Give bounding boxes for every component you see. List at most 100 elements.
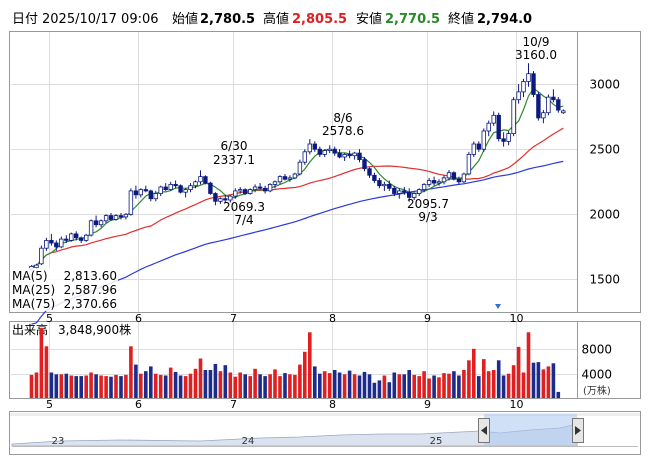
candle-body [213,193,218,202]
volume-bar [541,369,546,398]
candle-body [247,189,253,194]
volume-bar [253,368,257,398]
volume-bar [491,370,496,398]
candle-body [362,159,367,170]
price-x-tick-label: 6 [135,312,142,325]
volume-value: 3,848,900株 [58,322,131,337]
candle-body [372,174,377,181]
candle-body [208,182,213,194]
volume-bar [337,372,342,398]
volume-bar [124,374,128,398]
volume-bar [327,373,332,398]
navigator-left-handle[interactable] [478,418,490,443]
candle-body [54,242,59,248]
volume-bar [183,376,188,398]
volume-bar [64,373,69,398]
candle-body [431,180,437,184]
price-header: 日付 2025/10/17 09:06 始値 2,780.5 高値 2,805.… [12,11,532,27]
volume-bar [39,328,44,398]
candle-body [262,187,268,192]
candle-body [272,181,278,185]
volume-bar [372,382,377,398]
candle-body [158,186,163,194]
volume-bar [193,368,198,398]
volume-bar [29,374,34,398]
candle-body [526,73,531,82]
candle-body [337,152,342,158]
date-value: 2025/10/17 09:06 [42,12,159,27]
price-x-tick-label: 8 [329,312,336,325]
candle-body [292,173,298,179]
volume-bar [283,373,287,398]
volume-bar [352,374,357,398]
low-label: 安値 [356,11,382,27]
candle-body [476,143,481,150]
volume-bar [551,363,556,398]
candle-body [546,96,551,114]
candle-body [426,180,432,185]
ma25-legend-value: 2,587.96 [64,283,117,297]
volume-bar [462,370,466,398]
annotation-high-line1: 10/9 [523,35,550,49]
candle-body [193,181,198,187]
candle-body [536,94,541,119]
candle-body [357,152,362,161]
volume-bar [278,376,282,398]
candle-body [387,183,392,189]
volume-bar [506,373,511,398]
volume-y-tick-label: 4000 [581,368,612,382]
candle-body [88,220,94,236]
annotation-low-line2: 7/4 [234,213,253,227]
volume-bar [362,371,367,398]
volume-bar [447,373,451,398]
candle-body [401,190,407,193]
candle-body [188,185,193,190]
volume-bar [263,376,267,398]
volume-bar [203,370,208,398]
candle-body [451,172,457,180]
volume-bar [238,372,242,398]
candle-body [223,198,228,201]
volume-bar [288,374,292,398]
candle-body [382,183,387,187]
candle-body [347,153,352,157]
volume-bar [407,370,411,398]
candle-body [277,176,283,183]
volume-bar [99,375,103,398]
candle-body [406,191,412,198]
price-y-tick-label: 2500 [589,143,620,157]
candle-body [59,238,64,248]
price-x-tick-label: 7 [230,312,237,325]
candle-body [307,143,312,153]
price-y-tick-label: 3000 [589,78,620,92]
high-label: 高値 [263,11,289,27]
price-y-tick-label: 2000 [589,208,620,222]
volume-bar [213,364,218,398]
navigator-year-25: 25 [430,436,443,447]
candle-body [228,195,233,201]
volume-bar [526,332,531,398]
candle-body [133,190,139,196]
volume-bar [546,366,551,398]
volume-bar [412,374,416,398]
candle-body [113,215,119,220]
candle-body [218,198,223,202]
navigator-top-strip [10,413,640,416]
price-y-axis: 1500 2000 2500 3000 [589,78,620,287]
candle-body [541,112,546,119]
high-value: 2,805.5 [292,12,347,27]
navigator-right-handle[interactable] [572,418,584,443]
candle-body [233,190,238,197]
candle-body [481,130,486,150]
volume-bar [139,373,143,398]
candle-body [436,181,442,184]
candle-body [267,183,273,192]
candle-body [183,189,188,193]
volume-bar [208,370,213,398]
volume-bar [34,372,39,398]
candle-body [332,148,337,154]
volume-bar [422,371,426,398]
volume-bar [168,367,173,398]
navigator-selection[interactable] [484,414,577,447]
